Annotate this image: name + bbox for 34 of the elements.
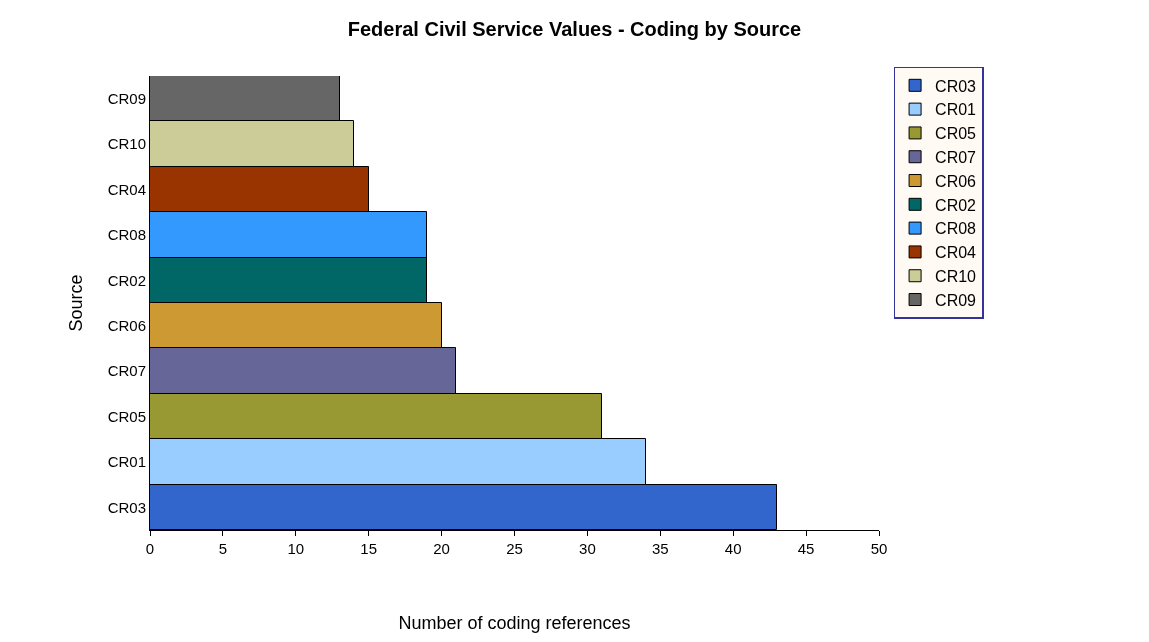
x-tick-label: 50 xyxy=(870,540,888,557)
x-tick-label: 20 xyxy=(433,540,450,557)
y-tick-label: CR10 xyxy=(107,135,146,153)
y-tick-label: CR03 xyxy=(107,498,146,516)
x-tick-label: 30 xyxy=(579,540,596,557)
y-tick-label: CR09 xyxy=(107,89,146,107)
x-axis-title: Number of coding references xyxy=(398,613,631,634)
y-tick-label: CR01 xyxy=(107,453,146,471)
legend-label: CR10 xyxy=(935,267,977,285)
x-tick-label: 35 xyxy=(651,540,669,557)
y-tick-label: CR05 xyxy=(107,407,146,425)
chart-title: Federal Civil Service Values - Coding by Source xyxy=(347,18,802,41)
legend-label: CR05 xyxy=(935,125,977,143)
y-tick-label: CR04 xyxy=(107,180,146,198)
y-tick-label: CR06 xyxy=(107,316,146,334)
legend-label: CR02 xyxy=(935,196,977,214)
y-tick-label: CR02 xyxy=(107,271,146,289)
x-tick-label: 5 xyxy=(218,540,228,557)
x-tick-label: 15 xyxy=(360,540,378,557)
legend-label: CR03 xyxy=(935,77,977,95)
legend-label: CR09 xyxy=(935,291,977,309)
x-tick-label: 10 xyxy=(287,540,305,557)
legend-label: CR08 xyxy=(935,220,977,238)
legend-label: CR06 xyxy=(935,172,977,190)
legend-label: CR04 xyxy=(935,244,977,262)
y-tick-label: CR07 xyxy=(107,362,146,380)
x-tick-label: 0 xyxy=(145,540,155,557)
x-tick-label: 25 xyxy=(506,540,523,557)
x-tick-label: 45 xyxy=(797,540,815,557)
x-tick-label: 40 xyxy=(724,540,742,557)
y-axis-title: Source xyxy=(65,274,86,332)
y-tick-label: CR08 xyxy=(107,226,146,244)
legend-label: CR07 xyxy=(935,148,977,166)
legend-label: CR01 xyxy=(935,101,977,119)
